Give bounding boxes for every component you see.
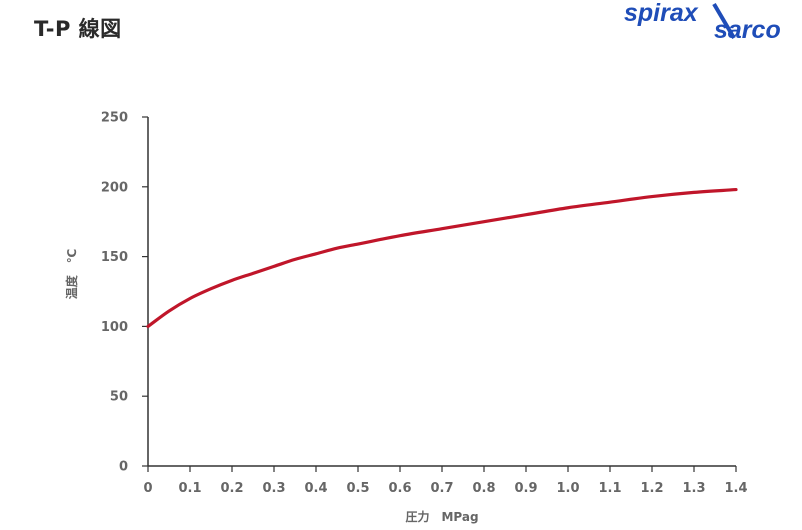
x-tick-label: 0.4 [304, 481, 327, 496]
y-axis-title: 温度 ℃ [64, 249, 79, 300]
svg-text:sarco: sarco [714, 16, 781, 44]
svg-text:spirax: spirax [624, 0, 699, 27]
x-tick-label: 0.3 [262, 481, 285, 496]
y-tick-label: 250 [101, 111, 128, 126]
x-tick-label: 0.8 [472, 481, 495, 496]
x-tick-label: 1.2 [640, 481, 663, 496]
x-tick-label: 1.4 [724, 481, 747, 496]
x-tick-label: 1.3 [682, 481, 705, 496]
x-axis: 0 0.1 0.2 0.3 0.4 0.5 0.6 0.7 0.8 0.9 1.0 1.1 1.2 1.3… [143, 465, 748, 496]
x-tick-label: 0.7 [430, 481, 453, 496]
x-tick-label: 0.5 [346, 481, 369, 496]
x-tick-label: 0 [143, 481, 152, 496]
x-axis-title: 圧力 MPag [405, 509, 478, 524]
y-axis: 0 50 100 150 200 250 [101, 111, 149, 475]
x-tick-label: 0.9 [514, 481, 537, 496]
y-tick-label: 0 [119, 460, 128, 475]
x-tick-label: 1.0 [556, 481, 579, 496]
y-tick-label: 200 [101, 180, 128, 195]
x-tick-label: 0.2 [220, 481, 243, 496]
series-line-0 [146, 187, 738, 328]
spirax-sarco-logo: spirax sarco [622, 0, 800, 44]
y-tick-label: 150 [101, 250, 128, 265]
page-title: T-P 線図 [34, 17, 122, 41]
series-group [146, 187, 738, 328]
x-tick-label: 1.1 [598, 481, 621, 496]
x-tick-label: 0.6 [388, 481, 411, 496]
y-tick-label: 100 [101, 320, 128, 335]
y-tick-label: 50 [110, 390, 128, 405]
x-tick-label: 0.1 [178, 481, 201, 496]
